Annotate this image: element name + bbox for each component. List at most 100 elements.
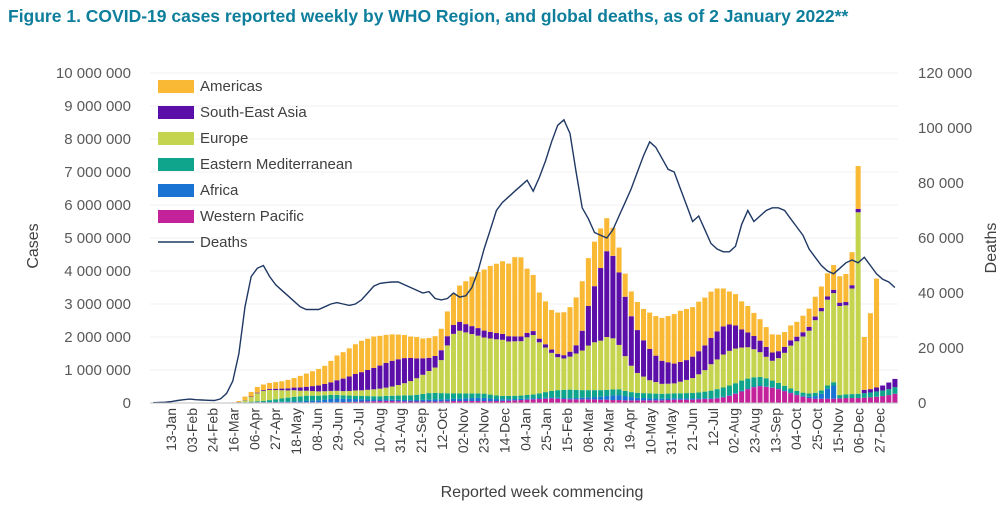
bar-segment-africa: [683, 398, 689, 400]
x-tick-label: 02-Aug: [726, 408, 742, 453]
bar-segment-south-east-asia: [365, 370, 371, 390]
x-tick-label: 21-Sep: [413, 408, 429, 453]
bar-segment-americas: [303, 373, 309, 387]
bar-segment-europe: [475, 335, 481, 394]
y-left-tick-label: 2 000 000: [64, 329, 131, 346]
bar-segment-americas: [677, 310, 683, 362]
bar-segment-eastern-mediterranean: [438, 393, 444, 400]
bar-segment-eastern-mediterranean: [432, 392, 438, 400]
x-tick-label: 18-May: [288, 408, 304, 455]
bar-segment-western-pacific: [665, 400, 671, 403]
bar-segment-africa: [414, 400, 420, 402]
bar-segment-americas: [242, 396, 248, 400]
bar-segment-south-east-asia: [408, 357, 414, 382]
bar-segment-africa: [653, 398, 659, 401]
bar-segment-eastern-mediterranean: [788, 388, 794, 393]
x-tick-label: 04-Jan: [517, 408, 533, 451]
bar-segment-europe: [359, 390, 365, 396]
bar-segment-eastern-mediterranean: [843, 394, 849, 399]
bar-segment-europe: [677, 381, 683, 394]
bar-segment-western-pacific: [555, 398, 561, 403]
bar-segment-europe: [800, 336, 806, 393]
bar-segment-americas: [273, 382, 279, 389]
bar-segment-americas: [377, 335, 383, 366]
bar-segment-europe: [506, 341, 512, 396]
bar-segment-africa: [316, 400, 322, 403]
bar-segment-south-east-asia: [579, 330, 585, 351]
bar-segment-americas: [457, 285, 463, 322]
bar-segment-africa: [610, 395, 616, 401]
bar-segment-americas: [426, 337, 432, 358]
bar-segment-eastern-mediterranean: [463, 393, 469, 399]
bar-segment-africa: [733, 393, 739, 394]
x-tick-label: 08-Mar: [580, 408, 596, 453]
bar-segment-africa: [334, 398, 340, 403]
bar-segment-africa: [359, 399, 365, 402]
bar-segment-south-east-asia: [806, 326, 812, 331]
bar-segment-eastern-mediterranean: [512, 395, 518, 400]
bar-segment-south-east-asia: [475, 328, 481, 336]
bar-segment-eastern-mediterranean: [855, 393, 861, 399]
bar-segment-south-east-asia: [702, 345, 708, 371]
bar-segment-europe: [782, 352, 788, 386]
bar-segment-africa: [408, 400, 414, 402]
bar-segment-europe: [831, 293, 837, 383]
bar-segment-africa: [616, 395, 622, 401]
bar-segment-western-pacific: [653, 400, 659, 403]
bar-segment-south-east-asia: [346, 376, 352, 391]
bar-segment-europe: [549, 352, 555, 391]
bar-segment-south-east-asia: [831, 289, 837, 294]
bar-segment-south-east-asia: [745, 332, 751, 348]
bar-segment-europe: [395, 385, 401, 396]
bar-stack-area: [217, 166, 898, 403]
bar-segment-europe: [763, 356, 769, 379]
bar-segment-western-pacific: [880, 396, 886, 403]
bar-segment-americas: [567, 307, 573, 352]
y-right-tick-label: 120 000: [918, 65, 972, 82]
bar-segment-western-pacific: [745, 389, 751, 403]
bar-segment-eastern-mediterranean: [267, 400, 273, 403]
bar-segment-americas: [549, 309, 555, 350]
bar-segment-eastern-mediterranean: [377, 396, 383, 400]
bar-segment-western-pacific: [506, 400, 512, 403]
bar-segment-africa: [573, 398, 579, 400]
bar-segment-americas: [420, 338, 426, 359]
bar-segment-south-east-asia: [573, 345, 579, 354]
bar-segment-europe: [530, 335, 536, 395]
bar-segment-africa: [389, 399, 395, 402]
bar-segment-americas: [739, 301, 745, 330]
bar-segment-south-east-asia: [800, 332, 806, 337]
bar-segment-south-east-asia: [260, 390, 266, 391]
bar-segment-western-pacific: [444, 401, 450, 403]
bar-segment-eastern-mediterranean: [549, 390, 555, 398]
bar-segment-south-east-asia: [328, 382, 334, 391]
bar-segment-europe: [598, 340, 604, 391]
bar-segment-south-east-asia: [628, 316, 634, 366]
bar-segment-americas: [800, 315, 806, 333]
bar-segment-africa: [745, 388, 751, 390]
bar-segment-africa: [530, 398, 536, 400]
bar-segment-americas: [849, 252, 855, 286]
bar-segment-eastern-mediterranean: [831, 382, 837, 386]
bar-segment-africa: [677, 398, 683, 400]
bar-segment-europe: [610, 338, 616, 390]
bar-segment-western-pacific: [867, 397, 873, 403]
bar-segment-africa: [775, 388, 781, 390]
bar-segment-south-east-asia: [401, 358, 407, 384]
bar-segment-europe: [432, 367, 438, 393]
bar-segment-africa: [782, 390, 788, 392]
bar-segment-western-pacific: [352, 401, 358, 403]
bar-segment-africa: [303, 400, 309, 403]
bar-segment-eastern-mediterranean: [720, 387, 726, 397]
bar-segment-europe: [702, 370, 708, 392]
bar-segment-eastern-mediterranean: [328, 395, 334, 399]
bar-segment-americas: [751, 312, 757, 337]
bar-segment-africa: [794, 394, 800, 396]
bar-segment-western-pacific: [573, 399, 579, 403]
y-left-tick-label: 10 000 000: [56, 65, 131, 82]
bar-segment-south-east-asia: [585, 305, 591, 346]
bar-segment-western-pacific: [696, 399, 702, 403]
y-right-tick-label: 80 000: [918, 175, 964, 192]
bar-segment-western-pacific: [395, 401, 401, 403]
x-tick-label: 29-Jun: [330, 408, 346, 451]
